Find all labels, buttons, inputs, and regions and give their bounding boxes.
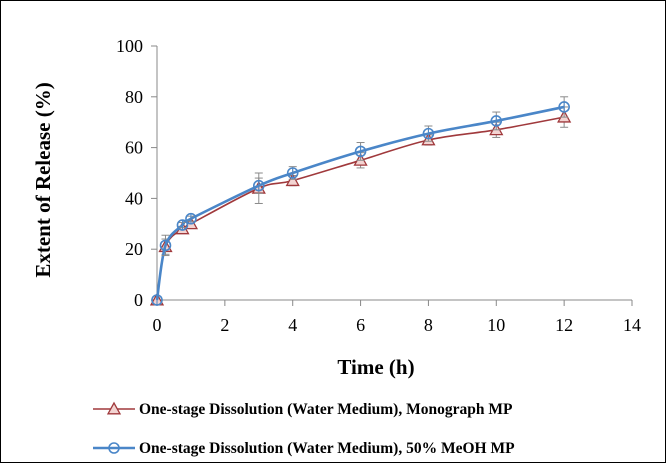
x-tick-label: 12 (555, 315, 573, 335)
x-tick-label: 10 (487, 315, 505, 335)
legend-label: One-stage Dissolution (Water Medium), 50… (139, 440, 515, 457)
y-tick-label: 40 (125, 188, 143, 208)
plot-area: 0 20 40 60 80 100 0 2 4 6 8 10 12 14 (116, 36, 641, 335)
series-line (155, 105, 565, 301)
y-tick-label: 0 (134, 290, 143, 310)
legend-marker (106, 401, 122, 415)
y-axis-title: Extent of Release (%) (31, 82, 55, 277)
x-tick-label: 2 (220, 315, 229, 335)
x-tick-label: 4 (288, 315, 297, 335)
legend-label: One-stage Dissolution (Water Medium), Mo… (139, 401, 513, 418)
y-tick-label: 100 (116, 36, 143, 56)
x-tick-label: 8 (424, 315, 433, 335)
x-tick-label: 6 (356, 315, 365, 335)
y-tick-label: 80 (125, 87, 143, 107)
y-tick-label: 60 (125, 138, 143, 158)
legend: One-stage Dissolution (Water Medium), Mo… (93, 401, 515, 457)
y-tick-label: 20 (125, 239, 143, 259)
x-axis-title: Time (h) (337, 355, 414, 379)
x-tick-label: 0 (153, 315, 162, 335)
legend-marker (108, 442, 120, 454)
data-point (285, 173, 300, 187)
series-1 (151, 96, 570, 306)
x-tick-label: 14 (623, 315, 641, 335)
